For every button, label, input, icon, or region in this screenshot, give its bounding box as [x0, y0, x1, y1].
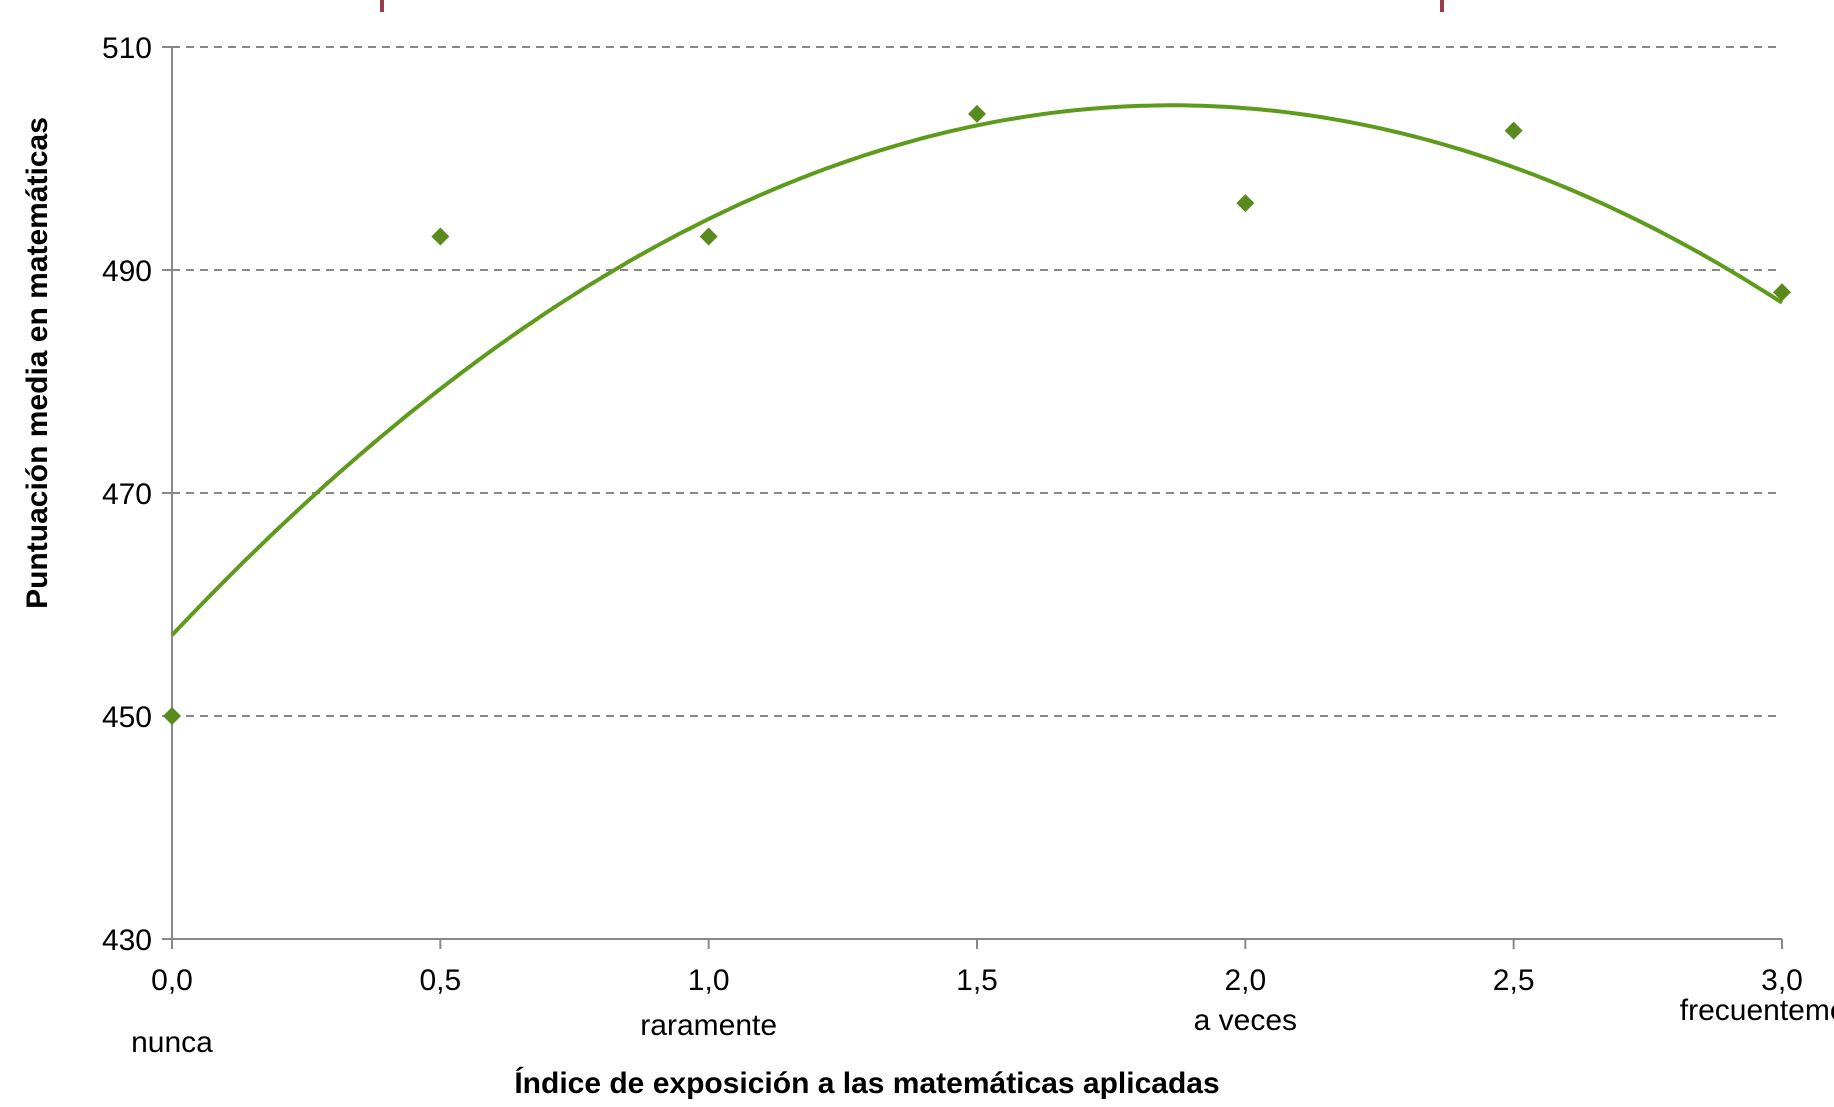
category-label: a veces: [1194, 1004, 1297, 1037]
x-tick-label: 2,5: [1493, 964, 1535, 997]
trend-line-group: [170, 103, 1784, 637]
x-tick-label: 1,0: [688, 964, 730, 997]
x-tick-label: 3,0: [1761, 964, 1803, 997]
data-points: [163, 104, 1791, 725]
category-labels: nunca raramente a veces frecuentemente: [131, 994, 1834, 1059]
axes: [162, 46, 1783, 949]
y-tick-label: 470: [102, 478, 152, 511]
data-point: [1773, 283, 1791, 302]
data-point: [1236, 194, 1255, 213]
x-tick-label: 0,0: [151, 964, 193, 997]
category-label: frecuentemente: [1680, 994, 1834, 1027]
y-tick-label: 510: [102, 32, 152, 65]
x-axis-title: Índice de exposición a las matemáticas a…: [514, 1066, 1219, 1100]
x-tick-labels: 0,0 0,5 1,0 1,5 2,0 2,5 3,0: [151, 964, 1803, 997]
grid-lines: [172, 46, 1782, 717]
x-tick-label: 0,5: [419, 964, 461, 997]
y-tick-label: 430: [102, 924, 152, 957]
data-point: [431, 227, 450, 246]
data-point: [968, 104, 986, 123]
y-tick-label: 490: [102, 255, 152, 288]
x-tick-label: 1,5: [956, 964, 998, 997]
data-point: [163, 707, 181, 725]
trend-line: [170, 103, 1784, 637]
data-point: [1504, 121, 1523, 140]
header-mark: [1440, 0, 1444, 12]
y-axis-title: Puntuación media en matemáticas: [21, 117, 54, 609]
category-label: nunca: [131, 1026, 213, 1059]
category-label: raramente: [640, 1009, 777, 1042]
header-marks: [380, 0, 1444, 12]
y-tick-labels: 430 450 470 490 510: [102, 32, 152, 957]
y-tick-label: 450: [102, 701, 152, 734]
header-mark: [380, 0, 384, 12]
x-tick-label: 2,0: [1224, 964, 1266, 997]
data-point: [699, 227, 718, 246]
